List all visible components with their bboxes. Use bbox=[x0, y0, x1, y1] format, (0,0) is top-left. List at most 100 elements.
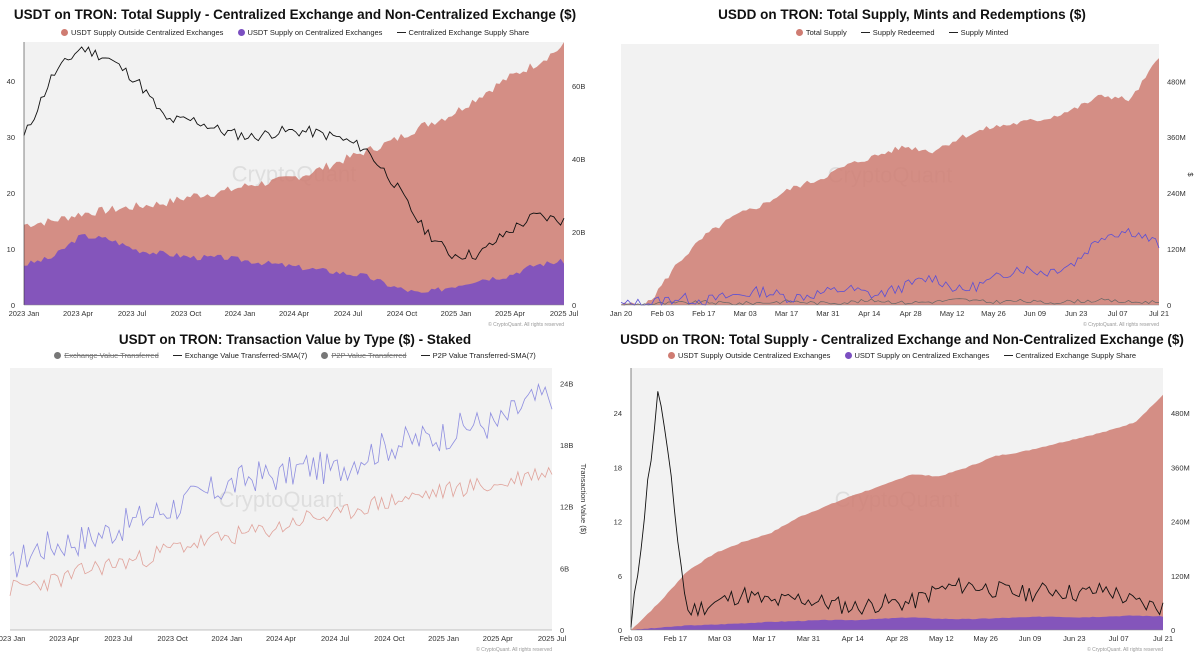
legend-item-exchange-value[interactable]: Exchange Value Transferred bbox=[54, 351, 159, 360]
legend-label: USDT Supply Outside Centralized Exchange… bbox=[677, 350, 831, 360]
x-tick: 2025 Jan bbox=[428, 634, 459, 643]
legend-label: USDT Supply Outside Centralized Exchange… bbox=[70, 27, 224, 37]
area-on-exchanges bbox=[631, 615, 1163, 630]
y-right-tick: 40B bbox=[572, 155, 585, 164]
x-tick: Feb 17 bbox=[664, 634, 687, 643]
y-left-tick: 30 bbox=[7, 133, 15, 142]
x-tick: 2024 Jan bbox=[211, 634, 242, 643]
x-tick: 2023 Oct bbox=[171, 309, 202, 318]
x-tick: Mar 31 bbox=[797, 634, 820, 643]
legend-item-on-exchanges[interactable]: USDT Supply on Centralized Exchanges bbox=[844, 350, 990, 360]
y-right-tick: 120M bbox=[1167, 245, 1186, 254]
chart-legend: Total Supply Supply Redeemed Supply Mint… bbox=[605, 27, 1199, 37]
y-left-tick: 10 bbox=[7, 245, 15, 254]
x-tick: Apr 28 bbox=[900, 309, 922, 318]
y-right-tick: 480M bbox=[1167, 77, 1186, 86]
y-left-tick: 18 bbox=[614, 463, 622, 472]
y-right-tick: 24B bbox=[560, 379, 573, 388]
chart-title: USDD on TRON: Total Supply - Centralized… bbox=[620, 332, 1184, 347]
x-tick: Jun 09 bbox=[1019, 634, 1042, 643]
y-left-tick: 6 bbox=[618, 572, 622, 581]
legend-label: P2P Value Transferred-SMA(7) bbox=[432, 350, 536, 360]
line-p2p-sma bbox=[9, 466, 553, 596]
y-axis-label: Transaction Value ($) bbox=[579, 464, 588, 535]
y-left-tick: 20 bbox=[7, 189, 15, 198]
legend-item-on-exchanges[interactable]: USDT Supply on Centralized Exchanges bbox=[237, 27, 383, 37]
legend-item-exchange-sma[interactable]: Exchange Value Transferred-SMA(7) bbox=[172, 350, 308, 360]
area-outside-exchanges bbox=[631, 394, 1163, 630]
x-tick: Mar 17 bbox=[752, 634, 775, 643]
x-tick: 2024 Oct bbox=[387, 309, 418, 318]
y-right-tick: 12B bbox=[560, 503, 573, 512]
x-tick: Mar 31 bbox=[816, 309, 839, 318]
legend-swatch-line bbox=[420, 355, 430, 357]
legend-item-redeemed[interactable]: Supply Redeemed bbox=[860, 28, 935, 37]
chart-panel-usdd-mints: USDD on TRON: Total Supply, Mints and Re… bbox=[605, 0, 1199, 328]
x-tick: May 26 bbox=[973, 634, 998, 643]
legend-label: USDT Supply on Centralized Exchanges bbox=[854, 350, 990, 360]
x-tick: 2023 Jan bbox=[9, 309, 40, 318]
legend-swatch-red bbox=[795, 29, 803, 37]
x-tick: Mar 03 bbox=[708, 634, 731, 643]
legend-swatch-line bbox=[1003, 355, 1013, 357]
legend-swatch-line bbox=[396, 32, 406, 34]
legend-label: Exchange Value Transferred-SMA(7) bbox=[184, 350, 308, 360]
y-right-tick: 0 bbox=[560, 626, 564, 635]
x-tick: 2023 Apr bbox=[63, 309, 94, 318]
legend-item-p2p-value[interactable]: P2P Value Transferred bbox=[321, 351, 407, 360]
x-tick: 2023 Jul bbox=[104, 634, 133, 643]
x-tick: Jul 07 bbox=[1108, 309, 1128, 318]
chart-panel-usdd-supply: USDD on TRON: Total Supply - Centralized… bbox=[605, 328, 1199, 656]
x-tick: 2025 Jul bbox=[550, 309, 579, 318]
legend-swatch-line bbox=[860, 32, 870, 34]
legend-swatch-gray bbox=[321, 352, 329, 360]
x-tick: 2023 Apr bbox=[49, 634, 80, 643]
y-left-tick: 12 bbox=[614, 518, 622, 527]
credit-text: © CryptoQuant. All rights reserved bbox=[1087, 646, 1163, 653]
x-tick: Jan 20 bbox=[610, 309, 633, 318]
x-tick: 2023 Jan bbox=[0, 634, 25, 643]
y-right-tick: 360M bbox=[1171, 463, 1190, 472]
legend-item-share[interactable]: Centralized Exchange Supply Share bbox=[1003, 351, 1136, 360]
x-tick: 2024 Jul bbox=[321, 634, 350, 643]
x-tick: Jun 23 bbox=[1063, 634, 1086, 643]
chart-legend: USDT Supply Outside Centralized Exchange… bbox=[0, 27, 590, 37]
x-tick: 2024 Oct bbox=[374, 634, 405, 643]
legend-label: USDT Supply on Centralized Exchanges bbox=[247, 27, 383, 37]
y-right-tick: 6B bbox=[560, 564, 569, 573]
x-tick: Apr 28 bbox=[886, 634, 908, 643]
legend-item-p2p-sma[interactable]: P2P Value Transferred-SMA(7) bbox=[420, 350, 536, 360]
legend-swatch-line bbox=[948, 32, 958, 34]
y-right-tick: 480M bbox=[1171, 409, 1190, 418]
legend-swatch-purple bbox=[844, 352, 852, 360]
y-right-tick: 240M bbox=[1167, 189, 1186, 198]
legend-item-minted[interactable]: Supply Minted bbox=[948, 27, 1009, 37]
x-tick: Jul 07 bbox=[1109, 634, 1129, 643]
legend-item-share[interactable]: Centralized Exchange Supply Share bbox=[396, 28, 529, 37]
legend-item-outside[interactable]: USDT Supply Outside Centralized Exchange… bbox=[667, 350, 831, 360]
x-tick: 2023 Jul bbox=[118, 309, 147, 318]
credit-text: © CryptoQuant. All rights reserved bbox=[488, 321, 564, 328]
x-tick: Feb 17 bbox=[692, 309, 715, 318]
x-tick: 2025 Jan bbox=[441, 309, 472, 318]
legend-label: Supply Minted bbox=[960, 27, 1009, 37]
legend-swatch-gray bbox=[54, 352, 62, 360]
legend-item-outside[interactable]: USDT Supply Outside Centralized Exchange… bbox=[60, 27, 224, 37]
y-right-tick: 18B bbox=[560, 441, 573, 450]
chart-legend: Exchange Value Transferred Exchange Valu… bbox=[0, 350, 590, 360]
y-left-tick: 24 bbox=[614, 409, 622, 418]
x-tick: 2025 Apr bbox=[483, 634, 514, 643]
chart-title: USDT on TRON: Total Supply - Centralized… bbox=[13, 7, 577, 22]
x-tick: 2024 Apr bbox=[279, 309, 310, 318]
y-right-tick: 0 bbox=[572, 301, 576, 310]
line-exchange-sma bbox=[9, 382, 553, 578]
x-tick: Feb 03 bbox=[651, 309, 674, 318]
watermark: CryptoQuant bbox=[219, 487, 344, 512]
line-supply-minted bbox=[620, 227, 1160, 307]
y-right-tick: 360M bbox=[1167, 133, 1186, 142]
chart-legend: USDT Supply Outside Centralized Exchange… bbox=[605, 350, 1199, 360]
legend-item-total-supply[interactable]: Total Supply bbox=[795, 28, 847, 37]
x-tick: Mar 03 bbox=[733, 309, 756, 318]
